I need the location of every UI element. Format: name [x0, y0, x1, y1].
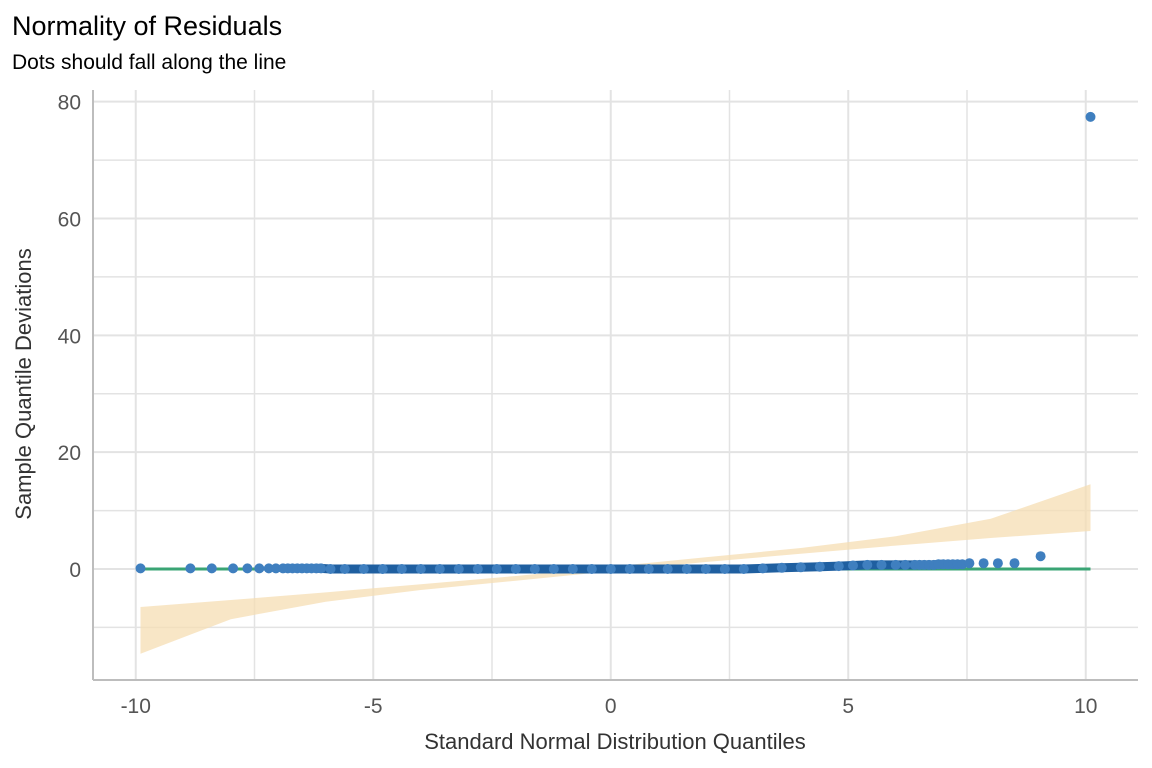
data-point	[491, 564, 502, 574]
data-point	[586, 564, 597, 574]
y-tick-label: 80	[58, 92, 81, 115]
data-point	[876, 559, 887, 570]
chart-title: Normality of Residuals	[12, 11, 282, 41]
data-point	[316, 563, 326, 574]
x-tick-label: 10	[1074, 695, 1097, 718]
tick-labels: -10 -5 0 5 10 0 20 40 60 80	[58, 92, 1098, 718]
data-point	[700, 564, 711, 574]
data-point	[992, 558, 1003, 569]
axes	[92, 90, 1138, 681]
data-point	[964, 558, 975, 569]
data-point	[567, 564, 578, 574]
data-point	[848, 560, 858, 571]
data-point	[605, 564, 616, 574]
x-tick-label: -5	[364, 695, 383, 718]
data-point	[325, 564, 336, 574]
y-tick-label: 0	[69, 559, 81, 582]
data-point	[1009, 558, 1020, 569]
grid	[93, 90, 1138, 680]
data-point	[862, 559, 873, 570]
data-point	[814, 561, 825, 572]
data-point	[776, 562, 787, 573]
data-point	[472, 564, 483, 574]
points-layer	[135, 111, 1096, 574]
data-point	[833, 561, 844, 572]
data-point	[757, 563, 768, 574]
data-point	[1085, 111, 1096, 122]
data-point	[453, 564, 464, 574]
data-point	[415, 564, 426, 574]
data-point	[681, 564, 692, 574]
data-point	[890, 559, 901, 570]
data-point	[529, 564, 540, 574]
data-point	[978, 558, 989, 569]
y-tick-label: 60	[58, 209, 81, 232]
data-point	[377, 564, 388, 574]
data-point	[548, 564, 559, 574]
data-point	[242, 563, 253, 574]
data-point	[510, 564, 521, 574]
chart-subtitle: Dots should fall along the line	[12, 51, 286, 74]
data-point	[624, 564, 635, 574]
data-point	[254, 563, 265, 574]
data-point	[206, 563, 217, 574]
data-point	[270, 563, 281, 574]
data-point	[358, 564, 369, 574]
x-tick-label: -10	[121, 695, 151, 718]
data-point	[795, 562, 806, 573]
data-point	[900, 559, 911, 570]
data-point	[135, 563, 146, 574]
data-point	[434, 564, 445, 574]
x-axis-title: Standard Normal Distribution Quantiles	[424, 729, 806, 754]
data-point	[662, 564, 673, 574]
data-point	[228, 563, 239, 574]
data-point	[1035, 551, 1046, 562]
data-point	[263, 563, 274, 574]
data-point	[719, 564, 730, 574]
x-tick-label: 5	[842, 695, 854, 718]
y-axis-title: Sample Quantile Deviations	[11, 248, 36, 519]
data-point	[396, 564, 407, 574]
data-point	[738, 564, 749, 574]
data-point	[185, 563, 196, 574]
y-tick-label: 20	[58, 442, 81, 465]
data-point	[339, 564, 350, 574]
y-tick-label: 40	[58, 325, 81, 348]
data-point	[643, 564, 654, 574]
x-tick-label: 0	[605, 695, 617, 718]
